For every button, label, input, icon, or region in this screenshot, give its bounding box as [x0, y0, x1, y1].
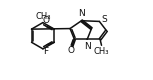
Text: CH₃: CH₃: [94, 47, 109, 56]
Text: S: S: [101, 16, 107, 24]
Text: F: F: [44, 47, 49, 56]
Text: O: O: [42, 16, 49, 25]
Text: N: N: [78, 9, 85, 18]
Text: N: N: [84, 42, 91, 51]
Text: CH₃: CH₃: [35, 12, 51, 21]
Text: O: O: [67, 46, 74, 55]
